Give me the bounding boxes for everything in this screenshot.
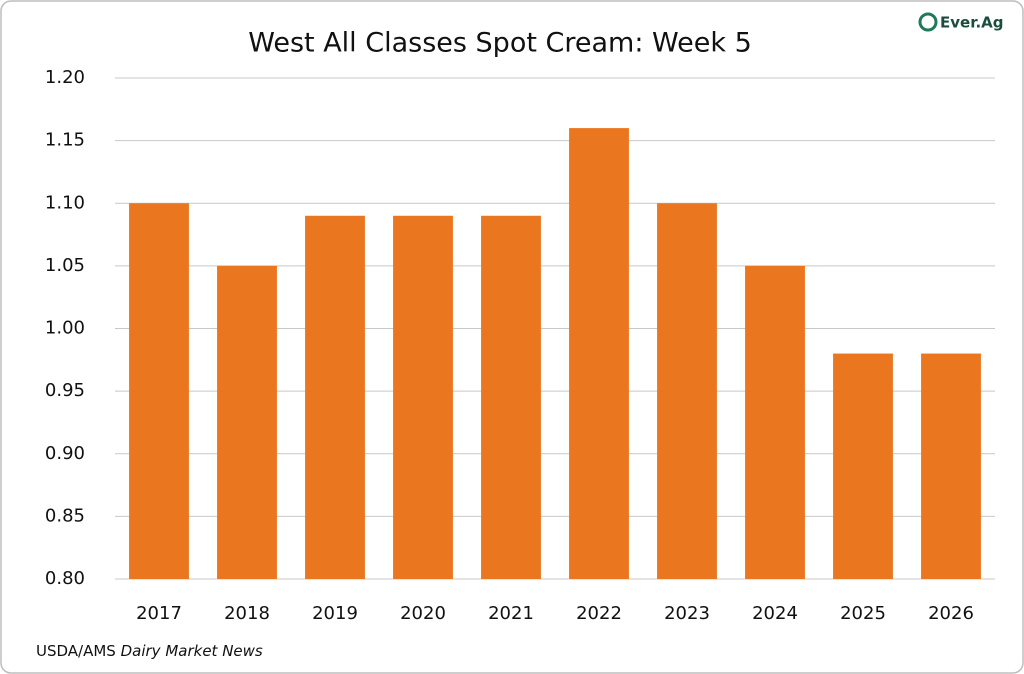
- source-publication: Dairy Market News: [121, 642, 263, 660]
- y-tick-label: 0.80: [45, 568, 85, 589]
- bar: [569, 128, 629, 579]
- y-tick-label: 0.85: [45, 505, 85, 526]
- bar: [217, 265, 277, 579]
- y-tick-label: 1.05: [45, 255, 85, 276]
- logo: Ever.Ag: [918, 12, 1004, 32]
- logo-icon: [918, 12, 938, 32]
- bar: [305, 215, 365, 579]
- bar: [393, 215, 453, 579]
- y-tick-label: 1.20: [45, 67, 85, 88]
- bar: [921, 353, 981, 579]
- bar: [129, 203, 189, 579]
- chart-title: West All Classes Spot Cream: Week 5: [248, 28, 752, 59]
- bar: [481, 215, 541, 579]
- bar: [833, 353, 893, 579]
- source-agency: USDA/AMS: [36, 642, 116, 660]
- x-tick-label: 2020: [400, 603, 446, 624]
- y-tick-label: 0.95: [45, 380, 85, 401]
- source-note: USDA/AMS Dairy Market News: [36, 642, 263, 660]
- logo-text: Ever.Ag: [940, 14, 1004, 32]
- bar: [745, 265, 805, 579]
- bar: [657, 203, 717, 579]
- y-tick-label: 0.90: [45, 443, 85, 464]
- x-tick-label: 2026: [928, 603, 974, 624]
- x-tick-label: 2018: [224, 603, 270, 624]
- x-tick-label: 2021: [488, 603, 534, 624]
- x-tick-label: 2017: [136, 603, 182, 624]
- x-tick-label: 2025: [840, 603, 886, 624]
- x-tick-label: 2022: [576, 603, 622, 624]
- x-tick-label: 2024: [752, 603, 798, 624]
- y-tick-label: 1.15: [45, 130, 85, 151]
- x-tick-label: 2019: [312, 603, 358, 624]
- x-tick-label: 2023: [664, 603, 710, 624]
- y-tick-label: 1.10: [45, 192, 85, 213]
- y-tick-label: 1.00: [45, 318, 85, 339]
